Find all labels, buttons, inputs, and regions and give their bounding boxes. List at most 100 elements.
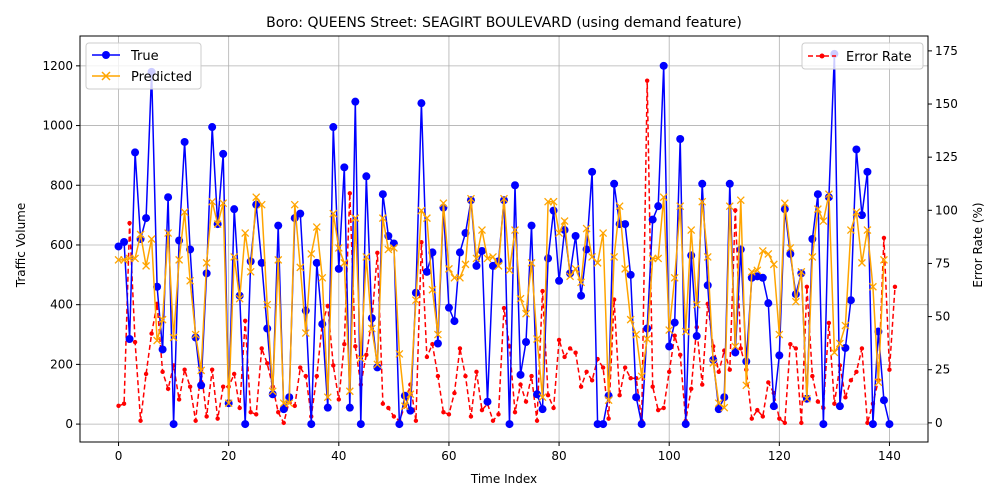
error-rate-point: [375, 250, 380, 256]
predicted-point: [549, 197, 558, 206]
left-y-axis-ticks: 0 200 400 600 800 1000 1200: [42, 59, 80, 431]
y-tick-label: 200: [50, 357, 73, 371]
error-rate-point: [298, 365, 303, 370]
error-rate-point: [810, 373, 815, 379]
y-tick-label: 0: [65, 417, 73, 431]
predicted-point: [489, 252, 497, 261]
predicted-point: [131, 254, 140, 263]
true-point: [356, 420, 365, 429]
predicted-point: [703, 252, 712, 261]
true-point: [555, 276, 564, 285]
true-point: [488, 261, 497, 270]
y2-tick-label: 100: [935, 203, 958, 217]
error-rate-point: [606, 416, 611, 421]
true-point: [444, 303, 453, 312]
true-point: [621, 220, 630, 229]
error-rate-point: [446, 412, 452, 417]
error-rate-point: [749, 416, 754, 421]
error-rate-point: [755, 407, 760, 413]
predicted-point: [417, 206, 426, 215]
error-rate-point: [518, 382, 523, 387]
true-point: [180, 137, 189, 146]
predicted-point: [345, 387, 354, 396]
legend-error-label: Error Rate: [846, 50, 912, 65]
error-rate-point: [655, 407, 661, 413]
predicted-point: [422, 214, 431, 223]
true-point: [769, 402, 778, 411]
predicted-point: [219, 199, 228, 208]
predicted-point: [731, 342, 740, 351]
predicted-point: [846, 226, 855, 235]
predicted-point: [230, 252, 239, 261]
predicted-point: [863, 226, 872, 235]
true-point: [736, 245, 745, 254]
predicted-point: [175, 255, 184, 264]
error-rate-line: [118, 80, 896, 425]
predicted-point: [516, 294, 525, 303]
true-point: [367, 314, 376, 323]
error-rate-point: [617, 393, 622, 398]
error-rate-point: [347, 191, 353, 196]
error-rate-point: [666, 369, 672, 375]
true-point: [241, 420, 250, 429]
predicted-point: [681, 327, 690, 336]
error-rate-point: [160, 369, 165, 375]
error-rate-point: [220, 384, 226, 389]
predicted-point: [577, 278, 586, 287]
error-rate-point: [540, 288, 545, 294]
x-axis-ticks: 0 20 40 60 80 100 120 140: [115, 442, 901, 463]
error-rate-point: [496, 412, 501, 417]
x-tick-label: 20: [221, 449, 236, 463]
x-axis-label: Time Index: [470, 472, 537, 486]
error-rate-point: [793, 346, 799, 351]
true-point: [885, 420, 894, 429]
error-rate-point: [116, 403, 121, 409]
true-point: [857, 211, 866, 220]
true-point: [329, 123, 338, 132]
true-point: [703, 281, 712, 290]
predicted-point: [478, 226, 486, 235]
error-rate-point: [419, 239, 424, 245]
predicted-point: [323, 393, 332, 402]
x-tick-label: 40: [331, 449, 346, 463]
true-point: [610, 179, 619, 188]
predicted-point: [213, 220, 222, 229]
error-rate-point: [562, 354, 567, 360]
error-rate-point: [600, 365, 606, 370]
true-point: [879, 396, 888, 405]
true-point: [665, 342, 674, 351]
error-rate-point: [777, 416, 782, 421]
true-point: [863, 167, 872, 176]
predicted-point: [797, 267, 806, 276]
error-rate-point: [727, 367, 732, 372]
true-point: [395, 420, 404, 429]
legend-true-label: True: [130, 49, 159, 64]
predicted-point: [439, 199, 448, 208]
y-tick-label: 1000: [42, 119, 73, 133]
predicted-point: [378, 214, 387, 223]
true-point: [511, 181, 520, 190]
legend-right-box: [801, 42, 924, 70]
predicted-point: [461, 260, 470, 269]
true-point: [307, 420, 316, 429]
true-series: [114, 49, 894, 429]
predicted-point: [444, 264, 453, 273]
predicted-point: [560, 217, 569, 226]
y2-tick-label: 175: [935, 44, 958, 58]
true-point: [433, 339, 442, 348]
error-rate-point: [314, 373, 319, 379]
true-point: [340, 163, 349, 172]
error-rate-point: [700, 382, 705, 387]
error-rate-point: [887, 367, 892, 372]
true-point: [819, 420, 828, 429]
predicted-point: [758, 246, 767, 255]
error-rate-point: [738, 346, 743, 351]
true-point: [654, 202, 663, 211]
predicted-point: [879, 255, 888, 264]
true-point: [257, 258, 266, 267]
true-point: [846, 296, 855, 305]
error-rate-point: [182, 367, 187, 372]
error-rate-point: [881, 235, 887, 241]
error-rate-point: [391, 414, 397, 419]
true-point: [362, 172, 371, 181]
